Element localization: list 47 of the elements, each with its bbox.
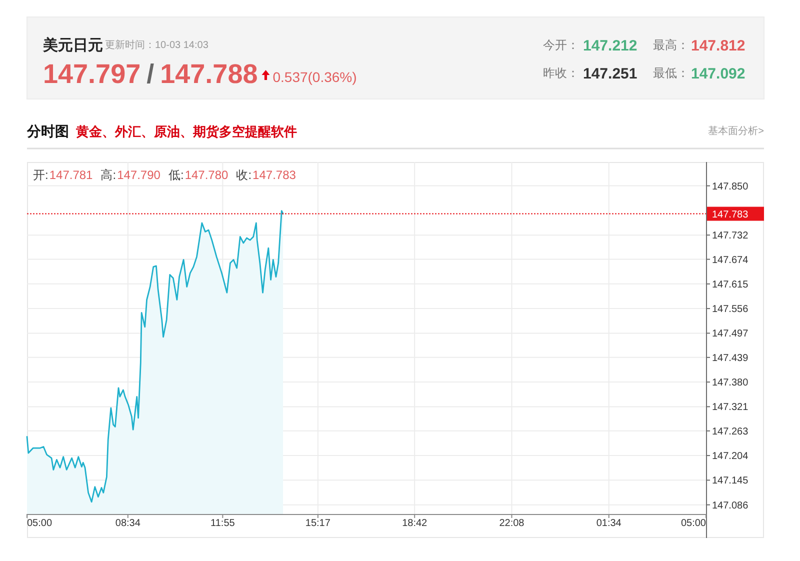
text: 147.212 [583,38,638,54]
x-tick-label: 22:08 [499,518,525,529]
x-tick-label: 01:34 [596,518,622,529]
x-tick-label: 08:34 [115,518,141,529]
text: 最低： [653,66,689,80]
text: 今开： [543,38,579,52]
text: 147.812 [691,38,746,54]
annotation: 147.780 [184,168,229,182]
y-tick-label: 147.145 [712,476,749,487]
y-tick-label: 147.086 [712,500,749,512]
ref-line-label: 147.783 [712,209,749,220]
text: 0.537(0.36%) [272,69,357,85]
annotation: 收: [236,168,252,182]
x-tick-label: 15:17 [305,518,331,529]
y-tick-label: 147.497 [712,328,749,340]
annotation: 高: [100,168,116,182]
y-tick-label: 147.556 [712,304,749,316]
text: 分时图 [26,123,69,139]
annotation: 147.783 [252,168,296,182]
text: 基本面分析> [708,125,764,137]
y-tick-label: 147.850 [712,181,749,192]
x-tick-label: 11:55 [210,518,236,529]
text: 147.092 [691,66,746,82]
text: 147.788 [160,59,258,89]
annotation: 147.781 [49,168,94,182]
text: 昨收： [543,66,579,80]
y-tick-label: 147.321 [712,402,749,414]
y-tick-label: 147.732 [712,230,749,242]
x-tick-label: 05:00 [27,518,52,529]
y-tick-label: 147.263 [712,426,749,438]
x-tick-label: 18:42 [402,518,428,529]
annotation: 开: [33,168,48,182]
y-tick-label: 147.439 [712,352,749,364]
text: 最高： [653,38,689,52]
y-tick-label: 147.204 [712,451,749,462]
y-tick-label: 147.615 [712,279,749,290]
text: 147.797 [43,59,141,89]
chart-title: 美元日元 [42,36,103,54]
text: 147.251 [583,66,638,82]
text: 黄金、外汇、原油、期货多空提醒软件 [75,124,297,139]
annotation: 低: [168,168,184,182]
y-tick-label: 147.380 [712,378,749,389]
annotation: 147.790 [117,168,161,182]
chart-subtitle: 更新时间：10-03 14:03 [105,39,209,51]
text: / [146,59,155,89]
x-tick-label: 05:00 [680,518,706,529]
y-tick-label: 147.674 [712,254,749,266]
